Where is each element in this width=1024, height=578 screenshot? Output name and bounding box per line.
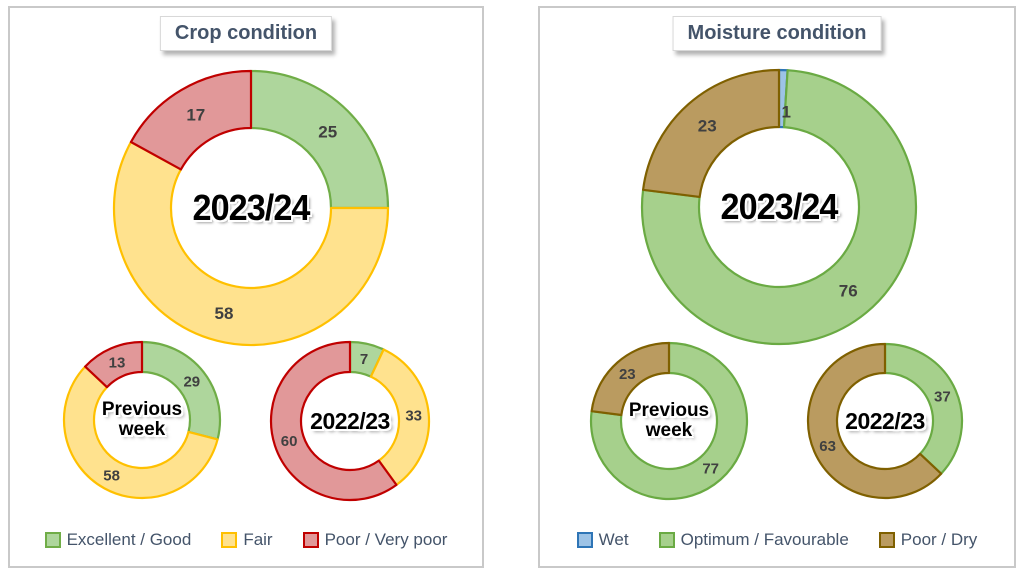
slice-value-label: 29: [183, 374, 200, 391]
legend-item-poor-dry: Poor / Dry: [878, 530, 978, 550]
donut-slice-optimum: [640, 69, 918, 346]
legend-item-optimum-favourable: Optimum / Favourable: [658, 530, 849, 550]
legend-swatch-optimum: [658, 532, 675, 548]
donut-center-label: 2023/24: [720, 186, 839, 228]
donut-ring: 37 63: [806, 342, 964, 500]
legend-swatch-excellent-good: [44, 532, 61, 548]
moisture-legend: Wet Optimum / Favourable Poor / Dry: [540, 530, 1014, 550]
donut-slice-optimum: [589, 341, 749, 501]
slice-value-label: 17: [186, 106, 205, 125]
legend-swatch-wet: [576, 532, 593, 548]
donut-slice-good: [249, 69, 390, 210]
legend-swatch-poor: [302, 532, 319, 548]
donut-chart-crop-2023-24: 25 58 17 2023/24: [112, 69, 390, 347]
donut-slice-fair: [62, 365, 219, 500]
page-title: Moisture condition: [672, 16, 882, 51]
slice-value-label: 7: [360, 351, 368, 368]
moisture-condition-panel: Moisture condition 1 76 23 2023/24 77 23 Pr…: [538, 6, 1016, 568]
slice-value-label: 13: [109, 354, 126, 371]
slice-value-label: 77: [702, 461, 719, 478]
donut-slice-dry: [641, 68, 781, 199]
slice-value-label: 58: [103, 467, 120, 484]
donut-ring: 25 58 17: [112, 69, 390, 347]
donut-center-label: Previous week: [101, 399, 183, 440]
donut-chart-moisture-previous-week: 77 23 Previous week: [589, 341, 749, 501]
legend-swatch-fair: [221, 532, 238, 548]
legend-item-excellent-good: Excellent / Good: [44, 530, 192, 550]
crop-legend: Excellent / Good Fair Poor / Very poor: [10, 530, 482, 550]
slice-value-label: 60: [281, 433, 298, 450]
donut-center-label: Previous week: [628, 400, 710, 441]
donut-ring: 7 33 60: [269, 340, 431, 502]
legend-label: Poor / Very poor: [324, 530, 448, 549]
donut-slice-poor: [84, 340, 144, 389]
donut-ring: 77 23: [589, 341, 749, 501]
donut-center-label: 2022/23: [310, 407, 390, 434]
slice-value-label: 63: [819, 438, 836, 455]
legend-swatch-dry: [878, 532, 895, 548]
donut-slice-dry: [590, 341, 671, 417]
donut-chart-moisture-2023-24: 1 76 23 2023/24: [640, 68, 918, 346]
slice-value-label: 37: [934, 388, 951, 405]
donut-ring: 1 76 23: [640, 68, 918, 346]
legend-item-wet: Wet: [576, 530, 629, 550]
legend-label: Fair: [243, 530, 273, 549]
legend-label: Wet: [598, 530, 629, 549]
donut-slice-optimum: [883, 342, 964, 475]
slice-value-label: 1: [781, 102, 790, 121]
legend-label: Excellent / Good: [66, 530, 192, 549]
donut-center-label: 2023/24: [192, 187, 311, 229]
donut-chart-crop-previous-week: 29 58 13 Previous week: [62, 340, 222, 500]
donut-center-label: 2022/23: [845, 407, 925, 434]
donut-ring: 29 58 13: [62, 340, 222, 500]
donut-slice-poor: [269, 340, 398, 502]
donut-slice-fair: [112, 140, 390, 347]
slice-value-label: 23: [619, 366, 636, 383]
slice-value-label: 58: [215, 304, 234, 323]
slice-value-label: 33: [405, 407, 422, 424]
donut-chart-crop-2022-23: 7 33 60 2022/23: [269, 340, 431, 502]
legend-item-fair: Fair: [221, 530, 273, 550]
donut-slice-fair: [369, 348, 431, 487]
crop-condition-panel: Crop condition 25 58 17 2023/24 29 58 13 Pre…: [8, 6, 484, 568]
legend-label: Poor / Dry: [900, 530, 978, 549]
legend-label: Optimum / Favourable: [680, 530, 849, 549]
donut-slice-dry: [806, 342, 943, 500]
page-title: Crop condition: [159, 16, 333, 51]
legend-item-poor-very-poor: Poor / Very poor: [302, 530, 448, 550]
slice-value-label: 23: [698, 117, 717, 136]
donut-slice-poor: [129, 69, 253, 171]
slice-value-label: 76: [839, 282, 858, 301]
slice-value-label: 25: [318, 122, 337, 141]
donut-chart-moisture-2022-23: 37 63 2022/23: [806, 342, 964, 500]
